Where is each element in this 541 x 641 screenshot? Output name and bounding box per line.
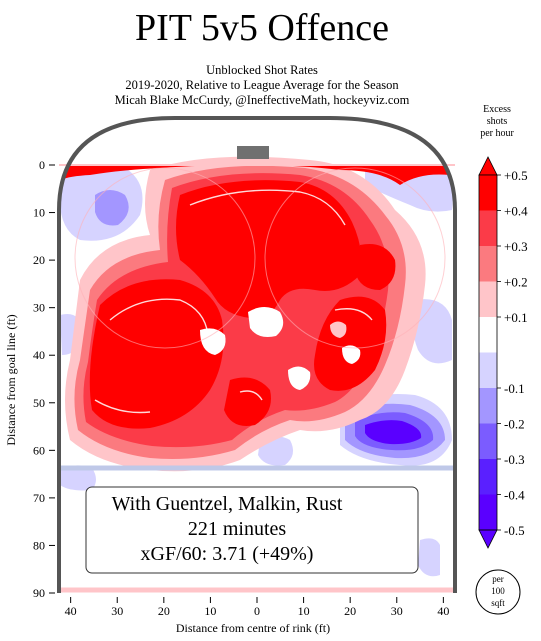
- y-tick-label: 80: [33, 538, 45, 552]
- goal-net: [237, 146, 269, 159]
- colorbar-tick-label: +0.3: [504, 239, 528, 254]
- colorbar-tick-label: -0.5: [504, 523, 525, 538]
- colorbar-arrow-bottom: [478, 529, 498, 549]
- colorbar-swatch: [479, 494, 497, 530]
- contour-pink-hole-5: [330, 321, 347, 338]
- contour-white-hole-3: [200, 328, 226, 355]
- y-tick-label: 20: [33, 253, 45, 267]
- rink-markings: [57, 116, 457, 593]
- chart-subtitle-1: Unblocked Shot Rates: [206, 63, 318, 77]
- x-axis-ticks: 40 30 20 10 0 10 20 30 40: [65, 597, 449, 618]
- colorbar-frame: [478, 174, 498, 531]
- x-tick-label: 20: [158, 604, 170, 618]
- colorbar-swatch: [479, 210, 497, 246]
- info-box: With Guentzel, Malkin, Rust 221 minutes …: [85, 486, 419, 574]
- y-axis-label: Distance from goal line (ft): [4, 314, 18, 445]
- colorbar: Excess shots per hour +0.5+0.4+0.3+0.2+0…: [478, 104, 528, 549]
- colorbar-tick-label: -0.3: [504, 452, 525, 467]
- heatmap: [60, 156, 453, 577]
- contour-white-hole-1: [248, 307, 284, 337]
- info-box-xgf: xGF/60: 3.71 (+49%): [141, 543, 314, 565]
- contour-blue-bottom-left: [60, 465, 96, 491]
- y-tick-label: 70: [33, 491, 45, 505]
- x-tick-label: 10: [298, 604, 310, 618]
- unit-badge: per 100 sqft: [475, 569, 521, 615]
- unit-badge-line1: per: [492, 574, 504, 584]
- x-axis-label: Distance from centre of rink (ft): [176, 621, 330, 635]
- colorbar-labels: +0.5 +0.4 +0.3 +0.2 +0.1 -0.1 -0.2 -0.3 -0.4 -0.5: [497, 168, 528, 538]
- x-tick-label: 40: [437, 604, 449, 618]
- faceoff-circle-right: [264, 167, 446, 349]
- colorbar-swatch: [479, 388, 497, 424]
- contour-brightred-right: [314, 296, 387, 391]
- colorbar-arrow-top: [478, 156, 498, 176]
- y-tick-label: 30: [33, 301, 45, 315]
- rink-boards: [57, 116, 457, 593]
- colorbar-tick-label: +0.5: [504, 168, 528, 183]
- info-box-frame: [85, 486, 419, 574]
- x-tick-label: 20: [344, 604, 356, 618]
- colorbar-swatch: [479, 317, 497, 353]
- contour-blue-right-mid: [412, 299, 452, 364]
- colorbar-tick-label: +0.4: [504, 204, 528, 219]
- colorbar-swatch: [479, 175, 497, 211]
- contour-brightred-upperright: [355, 244, 396, 290]
- colorbar-tick-label: +0.2: [504, 275, 528, 290]
- chart-title: PIT 5v5 Offence: [135, 7, 389, 49]
- y-tick-label: 0: [39, 158, 45, 172]
- y-tick-label: 60: [33, 443, 45, 457]
- y-tick-label: 40: [33, 348, 45, 362]
- colorbar-swatch: [479, 459, 497, 495]
- unit-badge-line3: sqft: [491, 598, 505, 608]
- unit-badge-circle: [475, 569, 521, 615]
- colorbar-swatch: [479, 246, 497, 282]
- y-tick-label: 90: [33, 586, 45, 600]
- info-box-players: With Guentzel, Malkin, Rust: [112, 493, 343, 515]
- x-tick-label: 10: [204, 604, 216, 618]
- info-box-minutes: 221 minutes: [188, 518, 287, 540]
- y-axis-ticks: 0 10 20 30 40 50 60 70 80 90: [33, 158, 55, 600]
- colorbar-swatch: [479, 423, 497, 459]
- contour-brightred-left: [89, 279, 224, 429]
- y-tick-label: 10: [33, 206, 45, 220]
- colorbar-swatch: [479, 281, 497, 317]
- contour-white-hole-4: [288, 366, 311, 390]
- unit-badge-line2: 100: [491, 586, 505, 596]
- x-tick-label: 0: [254, 604, 260, 618]
- contour-white-hole-2: [342, 345, 361, 364]
- colorbar-tick-label: -0.1: [504, 381, 525, 396]
- contour-brightred-lowcenter: [224, 377, 271, 426]
- contour-blue-lowright-4: [365, 420, 422, 445]
- contour-blue-left-top-2: [95, 190, 129, 226]
- colorbar-swatches: [478, 156, 498, 549]
- colorbar-tick-label: -0.4: [504, 488, 525, 503]
- y-tick-label: 50: [33, 396, 45, 410]
- colorbar-title-3: per hour: [480, 128, 514, 139]
- colorbar-tick-label: +0.1: [504, 310, 528, 325]
- contour-blue-bottom-right: [418, 538, 440, 577]
- colorbar-swatch: [479, 352, 497, 388]
- contour-brightred-main: [176, 180, 362, 319]
- x-tick-label: 40: [65, 604, 77, 618]
- colorbar-tick-label: -0.2: [504, 417, 525, 432]
- x-tick-label: 30: [111, 604, 123, 618]
- faceoff-circle-left: [74, 167, 256, 349]
- colorbar-title-1: Excess: [483, 104, 511, 115]
- contour-brightred-top: [60, 165, 450, 185]
- chart-subtitle-2: 2019-2020, Relative to League Average fo…: [125, 78, 399, 92]
- x-tick-label: 30: [391, 604, 403, 618]
- chart-subtitle-3: Micah Blake McCurdy, @IneffectiveMath, h…: [115, 93, 410, 107]
- colorbar-title-2: shots: [487, 116, 508, 127]
